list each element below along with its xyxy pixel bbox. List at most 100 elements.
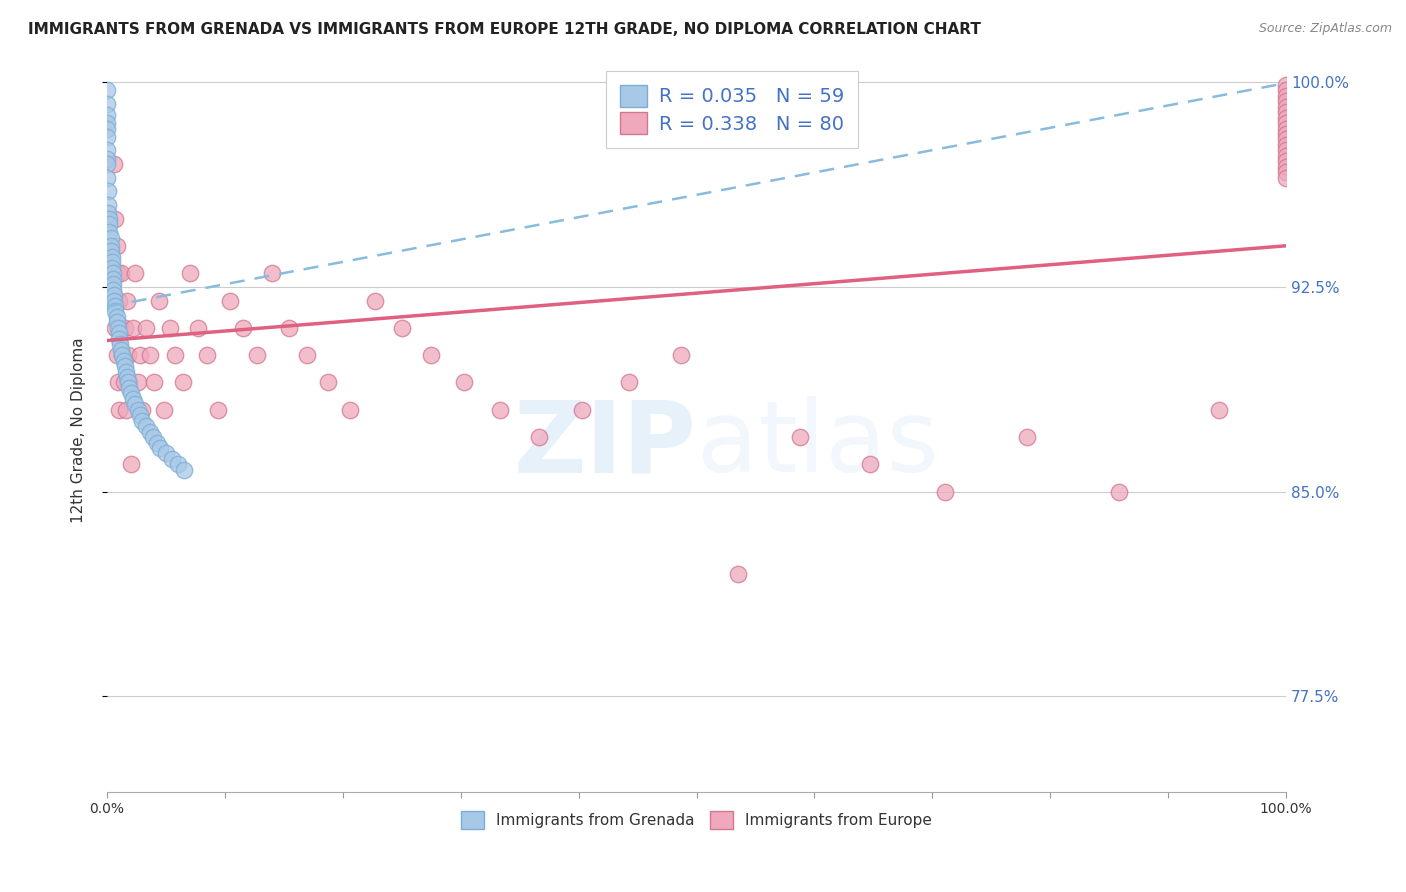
Point xyxy=(166,458,188,472)
Point xyxy=(96,144,118,158)
Point xyxy=(98,217,121,231)
Point xyxy=(934,484,956,499)
Point xyxy=(104,321,127,335)
Y-axis label: 12th Grade, No Diploma: 12th Grade, No Diploma xyxy=(72,337,86,523)
Point xyxy=(1208,402,1230,417)
Point xyxy=(173,463,195,477)
Point xyxy=(129,348,152,362)
Point xyxy=(1275,78,1298,92)
Point xyxy=(97,206,120,220)
Point xyxy=(101,255,124,269)
Point xyxy=(104,211,127,226)
Point xyxy=(297,348,319,362)
Point xyxy=(363,293,385,308)
Point xyxy=(104,299,127,313)
Point xyxy=(107,376,129,390)
Point xyxy=(339,402,361,417)
Point xyxy=(160,451,183,466)
Point xyxy=(142,430,165,444)
Point xyxy=(1275,132,1298,146)
Point xyxy=(262,266,284,280)
Point xyxy=(453,376,475,390)
Point xyxy=(789,430,811,444)
Point xyxy=(108,321,131,335)
Point xyxy=(232,321,254,335)
Point xyxy=(96,157,118,171)
Point xyxy=(148,293,170,308)
Point xyxy=(108,293,131,308)
Point xyxy=(111,348,134,362)
Text: atlas: atlas xyxy=(696,396,938,493)
Point xyxy=(488,402,510,417)
Point xyxy=(107,266,129,280)
Point xyxy=(96,170,118,185)
Point xyxy=(101,250,124,264)
Text: IMMIGRANTS FROM GRENADA VS IMMIGRANTS FROM EUROPE 12TH GRADE, NO DIPLOMA CORRELA: IMMIGRANTS FROM GRENADA VS IMMIGRANTS FR… xyxy=(28,22,981,37)
Point xyxy=(108,326,131,341)
Point xyxy=(118,376,141,390)
Point xyxy=(145,435,167,450)
Point xyxy=(195,348,218,362)
Point xyxy=(1108,484,1130,499)
Point xyxy=(1275,170,1298,185)
Point xyxy=(1275,144,1298,158)
Point xyxy=(420,348,443,362)
Point xyxy=(103,288,125,302)
Point xyxy=(122,392,145,406)
Point xyxy=(1275,111,1298,125)
Point xyxy=(859,458,882,472)
Point xyxy=(246,348,269,362)
Point xyxy=(98,211,121,226)
Point xyxy=(129,408,152,422)
Point xyxy=(96,152,118,166)
Point xyxy=(104,304,127,318)
Point xyxy=(1275,100,1298,114)
Point xyxy=(727,566,749,581)
Point xyxy=(124,397,146,411)
Point xyxy=(110,343,132,357)
Point xyxy=(115,370,138,384)
Point xyxy=(98,225,121,239)
Point xyxy=(97,198,120,212)
Point xyxy=(1275,121,1298,136)
Point xyxy=(96,108,118,122)
Point xyxy=(131,414,153,428)
Point xyxy=(1275,149,1298,163)
Point xyxy=(135,419,157,434)
Point xyxy=(105,239,128,253)
Point xyxy=(115,293,138,308)
Point xyxy=(1275,95,1298,109)
Point xyxy=(127,376,149,390)
Point xyxy=(152,402,174,417)
Point xyxy=(114,359,136,373)
Point xyxy=(527,430,550,444)
Point xyxy=(117,348,139,362)
Point xyxy=(131,402,153,417)
Point xyxy=(187,321,209,335)
Point xyxy=(149,441,172,455)
Point xyxy=(97,185,120,199)
Point xyxy=(138,425,160,439)
Point xyxy=(135,321,157,335)
Point xyxy=(138,348,160,362)
Legend: Immigrants from Grenada, Immigrants from Europe: Immigrants from Grenada, Immigrants from… xyxy=(456,805,938,835)
Point xyxy=(316,376,339,390)
Point xyxy=(1275,154,1298,169)
Point xyxy=(101,293,124,308)
Point xyxy=(100,231,122,245)
Point xyxy=(619,376,641,390)
Point xyxy=(100,239,122,253)
Point xyxy=(96,129,118,144)
Point xyxy=(112,353,135,368)
Point xyxy=(101,271,124,285)
Point xyxy=(277,321,299,335)
Point xyxy=(111,348,134,362)
Point xyxy=(1275,160,1298,174)
Point xyxy=(571,402,593,417)
Point xyxy=(127,402,149,417)
Point xyxy=(1275,116,1298,130)
Point xyxy=(101,277,124,292)
Point xyxy=(100,244,122,259)
Point xyxy=(101,260,124,275)
Point xyxy=(110,266,132,280)
